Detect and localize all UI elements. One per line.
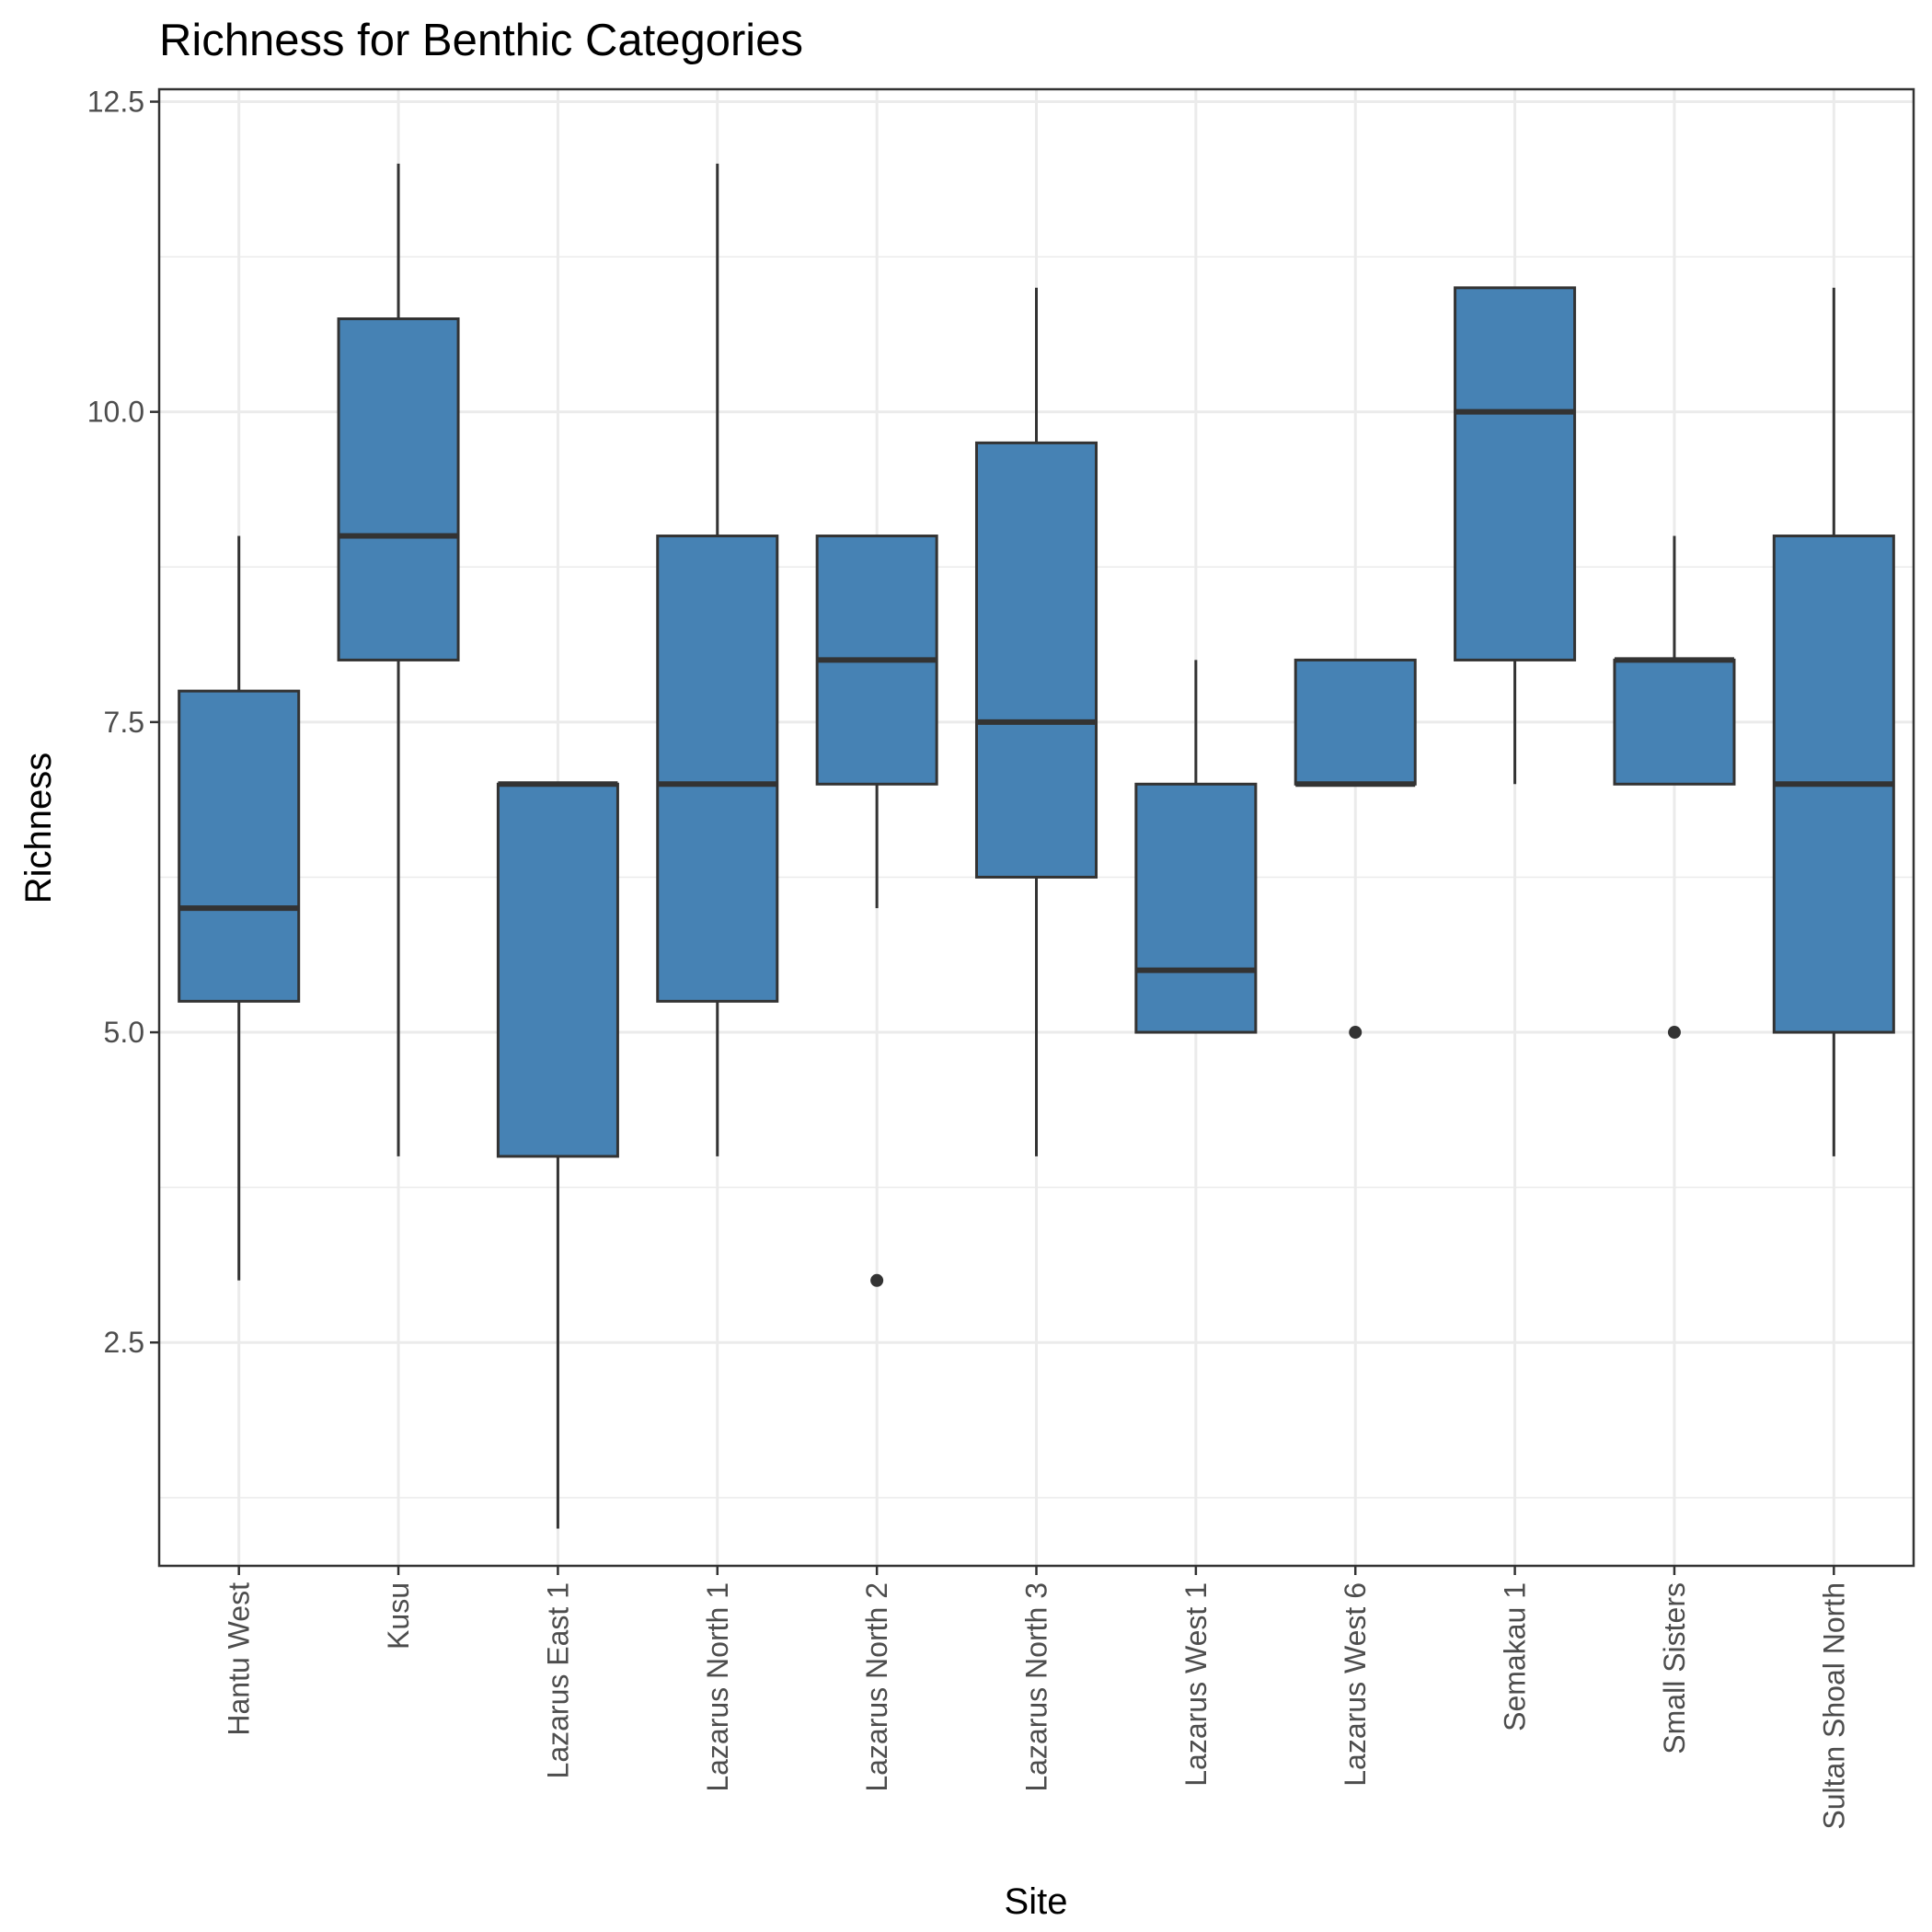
box-hantu-west <box>178 535 301 1281</box>
box-lazarus-north-3 <box>974 287 1098 1156</box>
box-semakau-1 <box>1454 286 1577 785</box>
box-lazarus-west-1 <box>1134 660 1258 1034</box>
x-tick-label: Lazarus East 1 <box>541 1582 574 1778</box>
box-body <box>1134 782 1258 1034</box>
y-tick-label: 12.5 <box>87 85 144 118</box>
box-kusu <box>337 163 460 1156</box>
y-tick-label: 7.5 <box>104 706 144 739</box>
y-tick-label: 5.0 <box>104 1016 144 1049</box>
x-tick-label: Lazarus North 2 <box>860 1582 893 1792</box>
axis-layer: 2.5 5.0 7.5 10.0 12.5 Hantu West Kusu Lazarus E… <box>87 85 1851 1829</box>
outlier-point <box>1349 1026 1363 1040</box>
x-tick-label: Lazarus North 1 <box>701 1582 734 1792</box>
box-body <box>1294 658 1417 786</box>
box-body <box>1454 286 1577 661</box>
x-tick-label: Hantu West <box>223 1582 256 1736</box>
outlier-point <box>870 1273 884 1287</box>
x-tick-label: Sultan Shoal North <box>1817 1582 1850 1830</box>
box-lazarus-west-6 <box>1294 658 1417 1040</box>
box-layer <box>178 163 1895 1529</box>
box-lazarus-north-1 <box>656 163 779 1156</box>
x-tick-label: Lazarus West 1 <box>1179 1582 1213 1787</box>
x-tick-label: Kusu <box>382 1582 415 1650</box>
box-body <box>178 689 301 1003</box>
box-small-sisters <box>1613 535 1736 1040</box>
y-axis-title: Richness <box>18 753 59 904</box>
box-body <box>337 317 460 661</box>
x-axis-title: Site <box>1005 1881 1068 1922</box>
box-lazarus-north-2 <box>815 535 938 1287</box>
x-tick-label: Lazarus North 3 <box>1020 1582 1053 1792</box>
chart-title: Richness for Benthic Categories <box>159 16 803 65</box>
x-tick-label: Lazarus West 6 <box>1339 1582 1372 1787</box>
box-body <box>656 535 779 1003</box>
y-tick-label: 2.5 <box>104 1326 144 1359</box>
outlier-point <box>1667 1026 1681 1040</box>
box-sultan-shoal-north <box>1772 287 1895 1156</box>
x-tick-label: Semakau 1 <box>1499 1582 1532 1731</box>
box-lazarus-east-1 <box>496 781 619 1529</box>
x-tick-label: Small Sisters <box>1658 1582 1691 1754</box>
box-body <box>1613 658 1736 786</box>
y-tick-label: 10.0 <box>87 396 144 429</box>
box-body <box>974 441 1098 879</box>
box-body <box>496 782 619 1158</box>
